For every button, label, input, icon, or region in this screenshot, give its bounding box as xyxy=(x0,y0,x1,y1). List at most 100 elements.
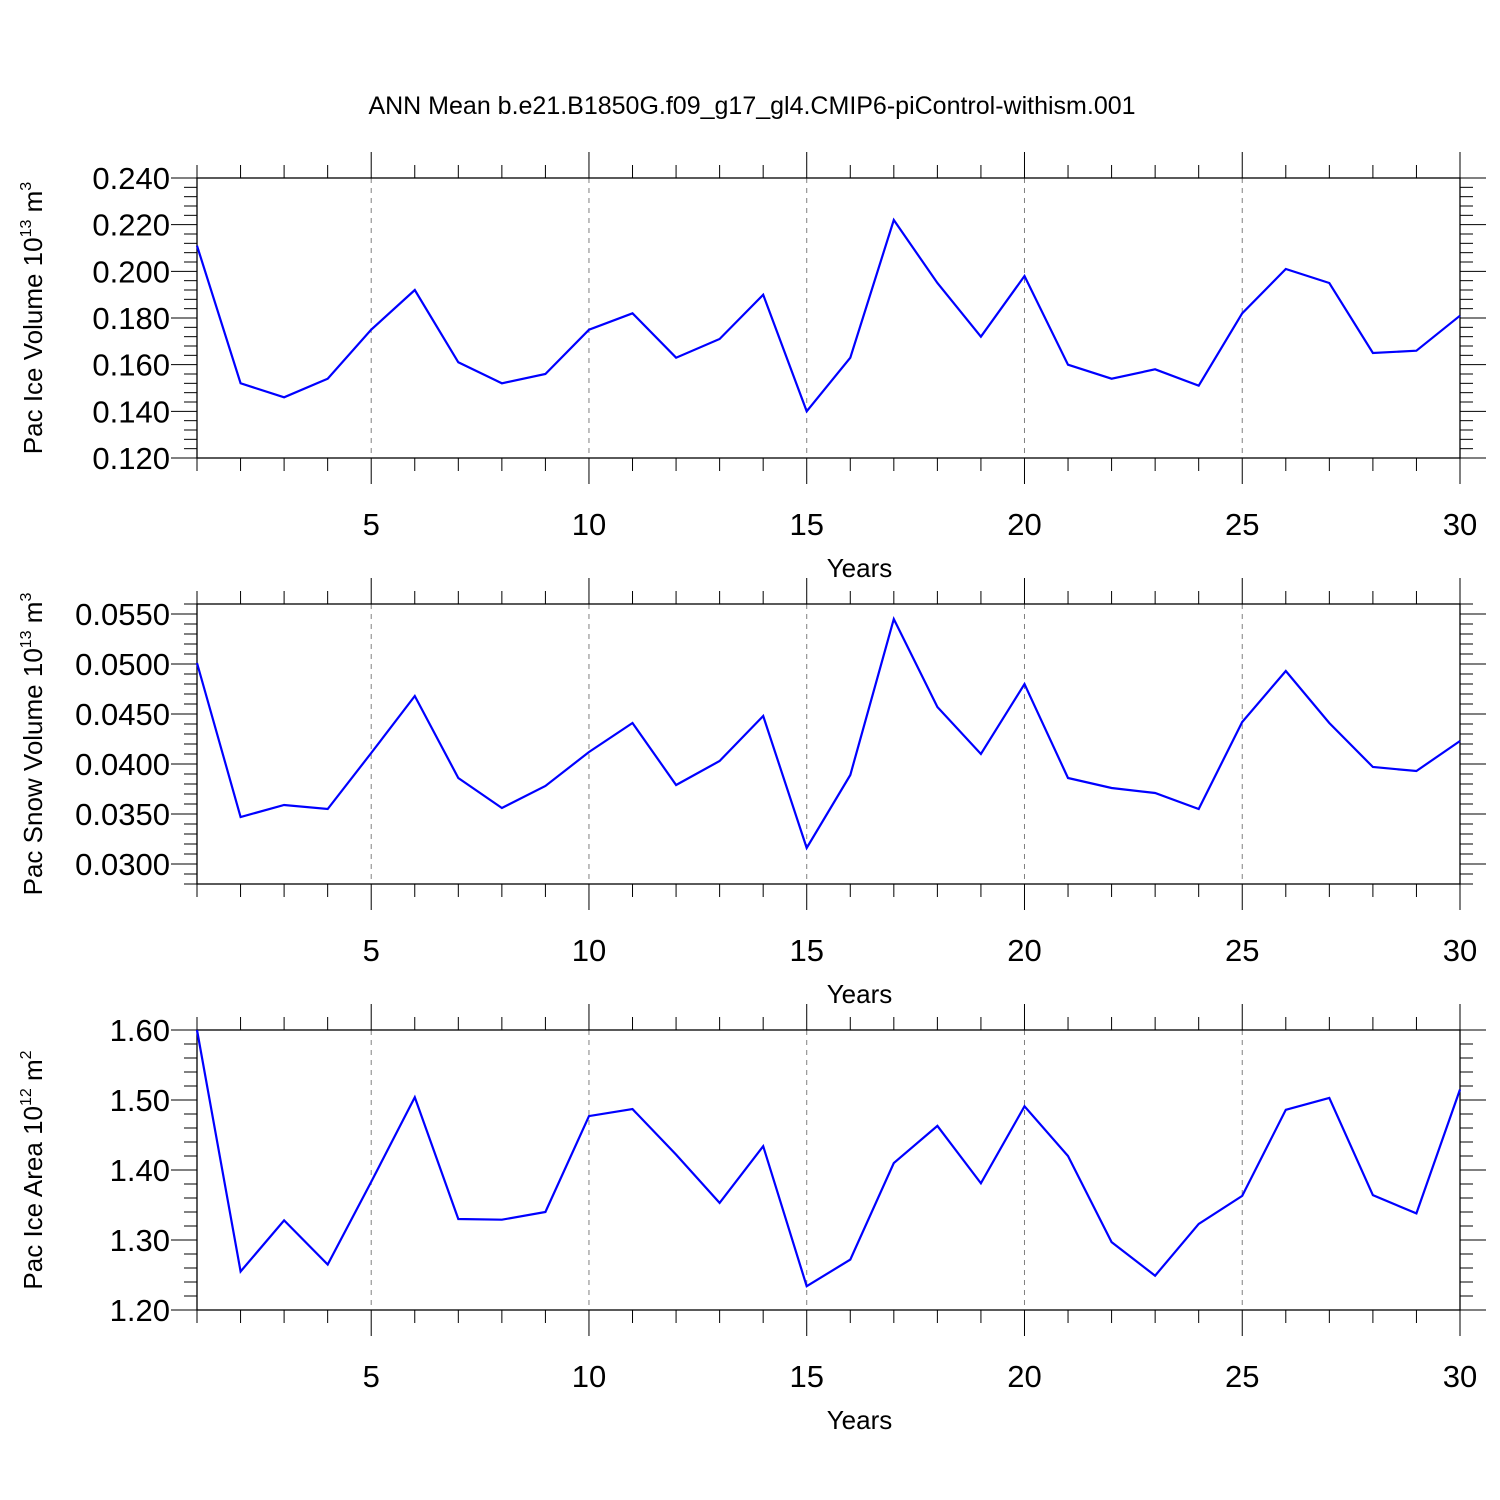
data-point xyxy=(240,382,242,384)
x-tick-label: 30 xyxy=(1443,933,1477,968)
y-tick-label: 1.60 xyxy=(110,1013,170,1048)
data-point xyxy=(327,808,329,810)
data-point xyxy=(457,777,459,779)
data-point xyxy=(980,753,982,755)
x-tick-label: 5 xyxy=(363,507,380,542)
data-point xyxy=(1328,1097,1330,1099)
data-point xyxy=(370,752,372,754)
data-point xyxy=(1415,1212,1417,1214)
data-point xyxy=(936,1125,938,1127)
data-point xyxy=(283,804,285,806)
chart-title: ANN Mean b.e21.B1850G.f09_g17_gl4.CMIP6-… xyxy=(368,92,1135,120)
y-tick-label: 0.160 xyxy=(92,348,170,383)
plot-frame xyxy=(196,603,1461,885)
data-point xyxy=(196,1029,198,1031)
data-point xyxy=(457,1218,459,1220)
y-axis-label: Pac Ice Area 1012 m2 xyxy=(18,1050,48,1289)
x-tick-label: 20 xyxy=(1007,507,1041,542)
data-point xyxy=(1372,352,1374,354)
x-axis-label: Years xyxy=(827,1405,893,1435)
y-tick-label: 0.0500 xyxy=(75,647,170,682)
data-point xyxy=(414,289,416,291)
data-point xyxy=(1067,364,1069,366)
x-tick-label: 25 xyxy=(1225,1359,1259,1394)
data-point xyxy=(849,357,851,359)
x-tick-label: 10 xyxy=(572,933,606,968)
x-axis-label: Years xyxy=(827,979,893,1009)
data-point xyxy=(327,378,329,380)
data-point xyxy=(1372,1194,1374,1196)
data-point xyxy=(632,1108,634,1110)
data-point xyxy=(1285,1109,1287,1111)
x-tick-label: 25 xyxy=(1225,507,1259,542)
data-point xyxy=(327,1264,329,1266)
data-point xyxy=(196,245,198,247)
x-tick-label: 15 xyxy=(789,507,823,542)
data-point xyxy=(414,695,416,697)
y-tick-label: 0.200 xyxy=(92,254,170,289)
data-point xyxy=(1459,315,1461,317)
data-point xyxy=(1415,770,1417,772)
data-point xyxy=(980,1182,982,1184)
data-point xyxy=(544,785,546,787)
data-point xyxy=(1285,268,1287,270)
x-tick-label: 30 xyxy=(1443,507,1477,542)
data-point xyxy=(675,357,677,359)
data-point xyxy=(719,338,721,340)
data-point xyxy=(1067,777,1069,779)
y-axis-label: Pac Snow Volume 1013 m3 xyxy=(18,593,48,896)
y-tick-label: 1.30 xyxy=(110,1223,170,1258)
y-tick-label: 0.180 xyxy=(92,301,170,336)
data-point xyxy=(1285,670,1287,672)
data-point xyxy=(719,1202,721,1204)
x-tick-label: 10 xyxy=(572,507,606,542)
data-point xyxy=(588,751,590,753)
data-point xyxy=(501,1219,503,1221)
data-point xyxy=(414,1096,416,1098)
y-tick-label: 0.0450 xyxy=(75,697,170,732)
x-tick-label: 15 xyxy=(789,1359,823,1394)
data-point xyxy=(1111,378,1113,380)
data-point xyxy=(1459,1089,1461,1091)
data-point xyxy=(1415,350,1417,352)
data-point xyxy=(675,1154,677,1156)
data-point xyxy=(1111,1241,1113,1243)
data-point xyxy=(283,1219,285,1221)
y-tick-label: 1.20 xyxy=(110,1293,170,1328)
data-point xyxy=(936,282,938,284)
x-tick-label: 25 xyxy=(1225,933,1259,968)
y-tick-label: 0.0300 xyxy=(75,847,170,882)
panel-3: 1.20 1.30 1.40 1.50 1.60 5 10 15 20 25 30 Years Pac … xyxy=(18,1004,1486,1435)
data-point xyxy=(1198,808,1200,810)
data-point xyxy=(893,219,895,221)
data-point xyxy=(544,373,546,375)
data-point xyxy=(849,774,851,776)
x-tick-label: 5 xyxy=(363,1359,380,1394)
y-tick-label: 0.0400 xyxy=(75,747,170,782)
series-line xyxy=(195,217,1461,414)
data-point xyxy=(1372,766,1374,768)
data-point xyxy=(632,312,634,314)
data-point xyxy=(240,816,242,818)
y-tick-label: 0.0350 xyxy=(75,797,170,832)
y-tick-label: 0.240 xyxy=(92,161,170,196)
data-point xyxy=(1241,312,1243,314)
plot-frame xyxy=(196,1029,1461,1311)
data-point xyxy=(980,336,982,338)
data-point xyxy=(1154,368,1156,370)
data-point xyxy=(457,361,459,363)
data-point xyxy=(370,329,372,331)
panel-2: 0.0300 0.0350 0.0400 0.0450 0.0500 0.0550 5 10 1… xyxy=(18,578,1486,1009)
data-point xyxy=(1023,1105,1025,1107)
plot-frame xyxy=(196,177,1461,459)
data-point xyxy=(1241,1195,1243,1197)
data-point xyxy=(1154,792,1156,794)
series-line xyxy=(195,615,1461,851)
data-point xyxy=(719,760,721,762)
data-point xyxy=(849,1259,851,1261)
data-point xyxy=(632,722,634,724)
data-point xyxy=(1328,282,1330,284)
y-tick-label: 1.50 xyxy=(110,1083,170,1118)
data-point xyxy=(588,1115,590,1117)
